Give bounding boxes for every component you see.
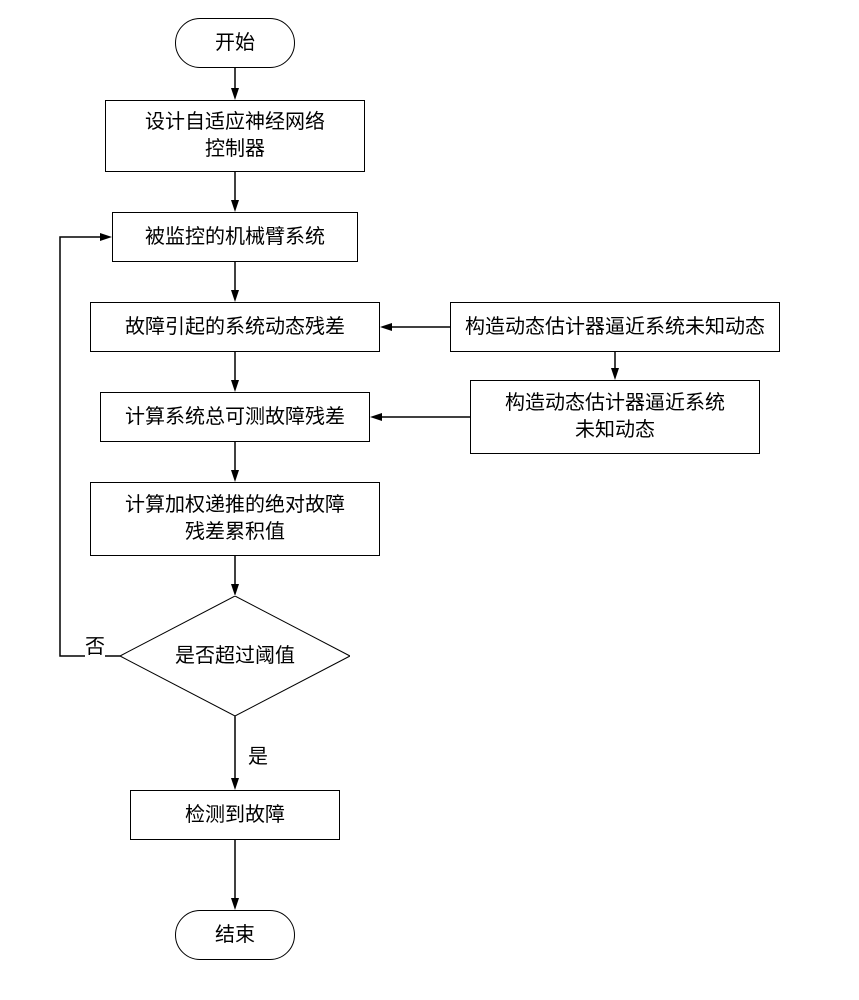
node-total-residual: 计算系统总可测故障残差 <box>100 392 370 442</box>
node-start-label: 开始 <box>215 30 255 57</box>
node-design-controller: 设计自适应神经网络 控制器 <box>105 100 365 172</box>
flowchart-canvas: 开始 设计自适应神经网络 控制器 被监控的机械臂系统 故障引起的系统动态残差 构… <box>0 0 859 1000</box>
node-design-controller-label: 设计自适应神经网络 控制器 <box>145 109 325 163</box>
node-weighted-accum: 计算加权递推的绝对故障 残差累积值 <box>90 482 380 556</box>
node-monitored-system-label: 被监控的机械臂系统 <box>145 224 325 251</box>
node-fault-detected-label: 检测到故障 <box>185 802 285 829</box>
edge-label-yes: 是 <box>248 740 268 769</box>
node-total-residual-label: 计算系统总可测故障残差 <box>125 404 345 431</box>
node-weighted-accum-label: 计算加权递推的绝对故障 残差累积值 <box>125 492 345 546</box>
node-fault-detected: 检测到故障 <box>130 790 340 840</box>
node-dynamic-residual-label: 故障引起的系统动态残差 <box>125 314 345 341</box>
node-dynamic-residual: 故障引起的系统动态残差 <box>90 302 380 352</box>
node-decision-threshold: 是否超过阈值 <box>120 596 350 716</box>
node-estimator-a: 构造动态估计器逼近系统未知动态 <box>450 302 780 352</box>
node-decision-label: 是否超过阈值 <box>175 643 295 670</box>
node-estimator-b-label: 构造动态估计器逼近系统 未知动态 <box>505 390 725 444</box>
edge-label-no: 否 <box>85 630 105 659</box>
node-estimator-b: 构造动态估计器逼近系统 未知动态 <box>470 380 760 454</box>
node-start: 开始 <box>175 18 295 68</box>
node-estimator-a-label: 构造动态估计器逼近系统未知动态 <box>465 314 765 341</box>
node-end-label: 结束 <box>215 922 255 949</box>
node-end: 结束 <box>175 910 295 960</box>
node-monitored-system: 被监控的机械臂系统 <box>112 212 358 262</box>
